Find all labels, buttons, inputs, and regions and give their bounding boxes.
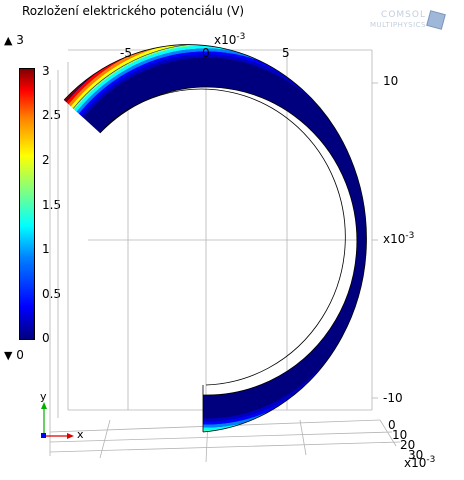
z-axis-unit: x10-3 <box>404 455 436 470</box>
colorbar-tick: 0 <box>42 331 50 345</box>
z-tick-label: 10 <box>392 428 408 442</box>
triad-x-label: x <box>77 428 84 441</box>
y-axis-unit: x10-3 <box>383 231 415 246</box>
z-tick-label: 0 <box>388 418 396 432</box>
x-tick-label: 5 <box>282 46 290 60</box>
triangle-up-icon: ▲ <box>4 34 13 47</box>
axis-triad <box>41 402 74 439</box>
colorbar-tick: 1 <box>42 242 50 256</box>
colorbar-max: ▲ 3 <box>4 33 24 47</box>
colorbar-tick: 3 <box>42 64 50 78</box>
logo-line1: COMSOL <box>381 10 426 20</box>
colorbar-tick: 2.5 <box>42 108 62 122</box>
colorbar-min: ▼ 0 <box>4 348 24 362</box>
logo-line2: MULTIPHYSICS <box>369 21 426 29</box>
colorbar-tick: 0.5 <box>42 287 62 301</box>
x-axis-unit: x10-3 <box>214 32 246 47</box>
z-tick-label: 20 <box>400 438 416 452</box>
plot-title: Rozložení elektrického potenciálu (V) <box>22 4 245 18</box>
y-tick-label: 10 <box>383 74 399 88</box>
x-tick-label: -5 <box>120 46 132 60</box>
x-tick-label: 0 <box>202 46 210 60</box>
colorbar-tick: 1.5 <box>42 198 62 212</box>
y-tick-label: -10 <box>383 391 403 405</box>
triad-y-label: y <box>40 390 47 403</box>
z-tick-label: 30 <box>408 448 424 462</box>
comsol-logo: COMSOL MULTIPHYSICS <box>364 10 446 32</box>
colorbar <box>19 68 35 340</box>
triangle-down-icon: ▼ <box>4 349 13 362</box>
colorbar-tick: 2 <box>42 153 50 167</box>
colorbar-max-label: 3 <box>16 33 24 47</box>
colorbar-min-label: 0 <box>16 348 24 362</box>
